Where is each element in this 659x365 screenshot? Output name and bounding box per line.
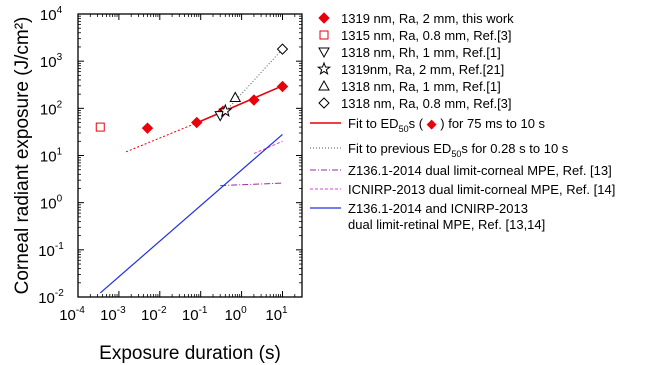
data-point <box>276 80 289 93</box>
series-line <box>99 133 283 294</box>
legend-label: dual limit-retinal MPE, Ref. [13,14] <box>348 217 545 232</box>
series-layer <box>95 43 289 294</box>
legend-label: Z136.1-2014 and ICNIRP-2013 <box>348 201 528 216</box>
legend-label: 1318 nm, Ra, 1 mm, Ref.[1] <box>341 79 501 94</box>
legend-marker <box>318 97 330 109</box>
data-point <box>229 91 242 102</box>
legend-label: Z136.1-2014 dual limit-corneal MPE, Ref.… <box>348 163 612 178</box>
legend-label: ICNIRP-2013 dual limit-corneal MPE, Ref.… <box>348 182 615 197</box>
data-point <box>276 43 289 55</box>
y-axis-label: Corneal radiant exposure (J/cm²) <box>12 17 33 295</box>
y-tick-label: 10-2 <box>38 288 64 307</box>
series-line <box>220 182 283 187</box>
x-tick-label: 10-4 <box>59 305 85 324</box>
x-tick-label: 101 <box>265 305 288 324</box>
plot-border <box>77 13 303 298</box>
x-tick-label: 100 <box>224 305 247 324</box>
legend-marker <box>318 79 330 91</box>
series-line <box>195 85 283 125</box>
x-axis: 10-4 10-3 10-2 10-1 100 101 <box>59 14 296 324</box>
y-tick-label: 102 <box>40 99 63 118</box>
legend-label: Fit to previous ED50s for 0.28 s to 10 s <box>348 141 569 159</box>
y-axis: 10-2 10-1 100 101 102 103 104 <box>38 5 302 307</box>
legend-label: 1318 nm, Ra, 0.8 mm, Ref.[3] <box>341 96 512 111</box>
y-tick-label: 103 <box>40 52 63 71</box>
legend: 1319 nm, Ra, 2 mm, this work 1315 nm, Ra,… <box>310 11 615 232</box>
legend-label: 1319nm, Ra, 2 mm, Ref.[21] <box>341 62 504 77</box>
y-tick-label: 10-1 <box>38 241 64 260</box>
data-point <box>141 122 154 134</box>
y-tick-label: 100 <box>40 194 63 213</box>
y-tick-label: 101 <box>40 147 63 166</box>
legend-marker <box>319 30 329 40</box>
legend-marker <box>318 12 330 24</box>
series-line <box>125 122 196 153</box>
data-point <box>95 122 105 132</box>
legend-label: Fit to ED50s ( ◆ ) for 75 ms to 10 s <box>348 116 546 134</box>
data-point <box>218 103 233 117</box>
legend-marker <box>316 61 332 76</box>
legend-label: 1318 nm, Rh, 1 mm, Ref.[1] <box>341 45 501 60</box>
data-point <box>191 116 203 129</box>
y-tick-label: 104 <box>40 5 63 24</box>
legend-marker <box>318 47 330 59</box>
x-tick-label: 10-2 <box>141 305 167 324</box>
plot-frame <box>77 13 303 298</box>
x-axis-label: Exposure duration (s) <box>99 343 281 364</box>
legend-label: 1319 nm, Ra, 2 mm, this work <box>341 11 514 26</box>
x-tick-label: 10-1 <box>182 305 208 324</box>
series-line <box>219 48 283 118</box>
data-point <box>248 94 260 106</box>
legend-label: 1315 nm, Ra, 0.8 mm, Ref.[3] <box>341 28 512 43</box>
x-tick-label: 10-3 <box>100 305 126 324</box>
